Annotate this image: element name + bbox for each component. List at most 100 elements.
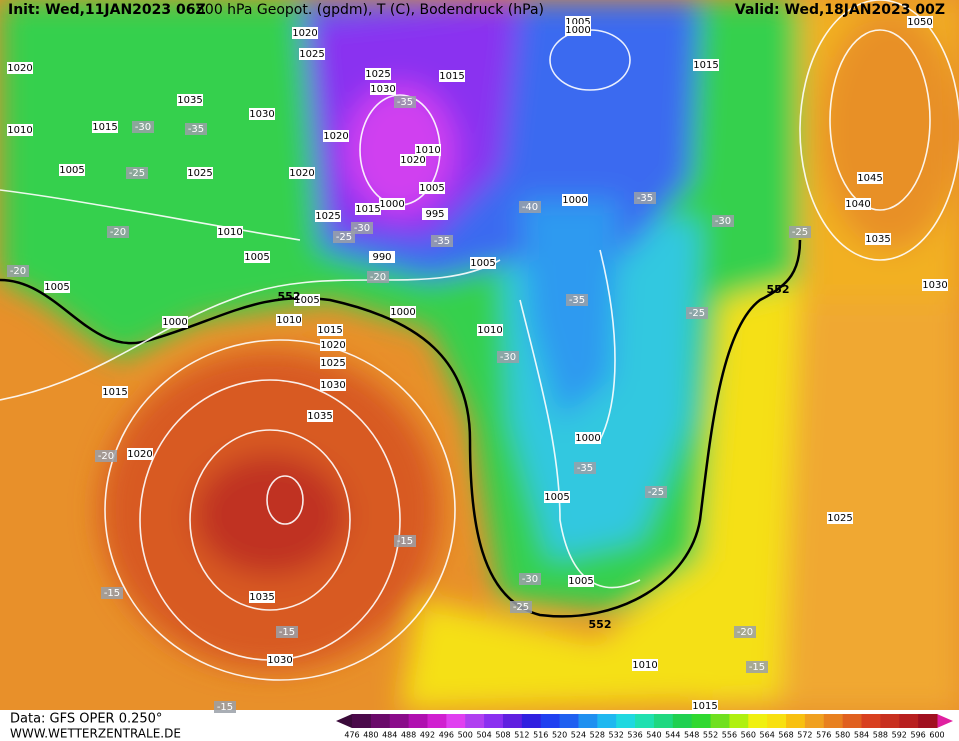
temperature-label: -35: [188, 124, 204, 135]
colorbar-box: [804, 714, 825, 728]
isobar-label: 1035: [249, 592, 274, 603]
isobar-label-bg: [289, 167, 315, 179]
colorbar-label: 576: [816, 731, 831, 740]
isobar-label: 1020: [292, 28, 317, 39]
isobar-label-bg: [276, 314, 302, 326]
temperature-label-bg: [789, 226, 811, 238]
isobar-label: 1005: [44, 282, 69, 293]
colorbar-label: 516: [533, 731, 548, 740]
isobar-label-bg: [575, 432, 601, 444]
isobar-label-bg: [693, 59, 719, 71]
temperature-label: -30: [500, 352, 516, 363]
isobar-label-bg: [922, 279, 948, 291]
isobar-label: 1005: [470, 258, 495, 269]
colorbar-box: [559, 714, 579, 728]
colorbar-box: [352, 714, 372, 728]
colorbar-label: 548: [684, 731, 699, 740]
colorbar-label: 484: [382, 731, 397, 740]
isobar-label-bg: [299, 48, 325, 60]
colorbar-label: 504: [476, 731, 491, 740]
isobar-label-bg: [355, 203, 381, 215]
isobar-label-bg: [379, 198, 405, 210]
temperature-label: -35: [397, 97, 413, 108]
isobar-label-bg: [470, 257, 496, 269]
colorbar-label: 476: [344, 731, 359, 740]
temperature-label-bg: [566, 294, 588, 306]
temperature-label-bg: [333, 231, 355, 243]
colorbar-box: [748, 714, 768, 728]
isobar-label-bg: [7, 62, 33, 74]
isobar-label: 1030: [320, 380, 345, 391]
isobar-label-bg: [92, 121, 118, 133]
temperature-label-bg: [394, 535, 416, 547]
temperature-label: -35: [434, 236, 450, 247]
colorbar-box: [578, 714, 598, 728]
temperature-label-bg: [431, 235, 453, 247]
temperature-label: -15: [279, 627, 295, 638]
isobar-label: 1015: [692, 701, 717, 712]
colorbar-box: [502, 714, 523, 728]
temperature-label: -20: [98, 451, 114, 462]
geopotential-label: 552: [278, 290, 301, 303]
temperature-label-bg: [214, 701, 236, 713]
isobar-label: 1035: [307, 411, 332, 422]
colorbar-label: 580: [835, 731, 850, 740]
temperature-label-bg: [746, 661, 768, 673]
isobar-label-bg: [44, 281, 70, 293]
isobar-label-bg: [320, 339, 346, 351]
colorbar-box: [616, 714, 636, 728]
data-source: Data: GFS OPER 0.250°: [10, 712, 162, 727]
isobar-label-bg: [370, 83, 396, 95]
isobar-label: 1010: [632, 660, 657, 671]
isobar-label: 1015: [317, 325, 342, 336]
isobar-label: 1000: [379, 199, 404, 210]
temperature-label: -20: [737, 627, 753, 638]
colorbar-box: [389, 714, 410, 728]
colorbar-label: 556: [722, 731, 737, 740]
colorbar-label: 544: [665, 731, 680, 740]
isobar-label-bg: [127, 448, 153, 460]
isobar-label: 1020: [7, 63, 32, 74]
isobar-label-bg: [244, 251, 270, 263]
colorbar-box: [672, 714, 693, 728]
colorbar-box: [427, 714, 447, 728]
temperature-label-bg: [7, 265, 29, 277]
temperature-label-bg: [712, 215, 734, 227]
colorbar-box: [729, 714, 749, 728]
isobar-label-bg: [544, 491, 570, 503]
temperature-label-bg: [101, 587, 123, 599]
colorbar-box: [653, 714, 674, 728]
isobar-label-bg: [400, 154, 426, 166]
colorbar-label: 528: [590, 731, 605, 740]
colorbar-label: 552: [703, 731, 718, 740]
isobar-label-bg: [865, 233, 891, 245]
temperature-label-bg: [276, 626, 298, 638]
isobar-label: 1000: [390, 307, 415, 318]
isobar-label: 1035: [865, 234, 890, 245]
isobar-label: 1005: [244, 252, 269, 263]
isobar-label: 1025: [187, 168, 212, 179]
isobar-label-bg: [249, 591, 275, 603]
colorbar-box: [446, 714, 466, 728]
temperature-label: -25: [129, 168, 145, 179]
temperature-label: -30: [135, 122, 151, 133]
temperature-label: -15: [749, 662, 765, 673]
map-title: 500 hPa Geopot. (gpdm), T (C), Bodendruc…: [196, 2, 544, 18]
isobar-label-bg: [415, 144, 441, 156]
colorbar-box: [597, 714, 617, 728]
colorbar-label: 584: [854, 731, 869, 740]
isobar-label: 1000: [562, 195, 587, 206]
temperature-label-bg: [126, 167, 148, 179]
temperature-label: -35: [637, 193, 653, 204]
colorbar-box: [408, 714, 428, 728]
isobar-label: 1045: [857, 173, 882, 184]
colorbar-box: [823, 714, 844, 728]
temperature-label-bg: [510, 601, 532, 613]
isobar-label: 995: [425, 209, 444, 220]
temperature-label: -25: [336, 232, 352, 243]
isobar-label-bg: [7, 124, 33, 136]
isobar-label: 1030: [370, 84, 395, 95]
isobar-label-bg: [315, 210, 341, 222]
temperature-label-bg: [132, 121, 154, 133]
